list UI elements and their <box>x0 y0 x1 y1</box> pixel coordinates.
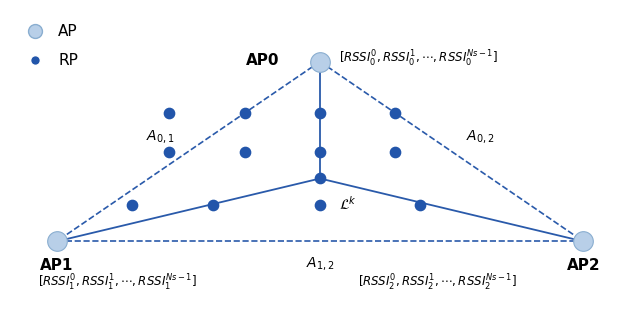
Text: $[RSSI_0^0, RSSI_0^1, \cdots, RSSI_0^{Ns-1}]$: $[RSSI_0^0, RSSI_0^1, \cdots, RSSI_0^{Ns… <box>339 49 498 69</box>
Point <box>315 203 325 208</box>
Point <box>315 149 325 154</box>
Text: $A_{1,2}$: $A_{1,2}$ <box>306 255 334 272</box>
Point <box>239 110 250 115</box>
Text: AP2: AP2 <box>566 258 600 273</box>
Point <box>164 149 175 154</box>
Point <box>415 203 426 208</box>
Point <box>315 110 325 115</box>
Point <box>127 203 137 208</box>
Point <box>51 239 61 244</box>
Text: $A_{0,2}$: $A_{0,2}$ <box>466 128 494 145</box>
Point <box>390 149 401 154</box>
Text: $A_{0,1}$: $A_{0,1}$ <box>146 128 174 145</box>
Point <box>315 59 325 64</box>
Text: AP0: AP0 <box>246 53 279 68</box>
Text: $\mathcal{L}^k$: $\mathcal{L}^k$ <box>339 195 356 213</box>
Point <box>390 110 401 115</box>
Point <box>315 176 325 181</box>
Point <box>239 149 250 154</box>
Text: $[RSSI_2^0, RSSI_2^1, \cdots, RSSI_2^{Ns-1}]$: $[RSSI_2^0, RSSI_2^1, \cdots, RSSI_2^{Ns… <box>358 273 516 293</box>
Point <box>208 203 218 208</box>
Text: AP1: AP1 <box>40 258 73 273</box>
Text: $[RSSI_1^0, RSSI_1^1, \cdots, RSSI_1^{Ns-1}]$: $[RSSI_1^0, RSSI_1^1, \cdots, RSSI_1^{Ns… <box>38 273 197 293</box>
Point <box>579 239 589 244</box>
Legend: AP, RP: AP, RP <box>14 18 84 74</box>
Point <box>164 110 175 115</box>
